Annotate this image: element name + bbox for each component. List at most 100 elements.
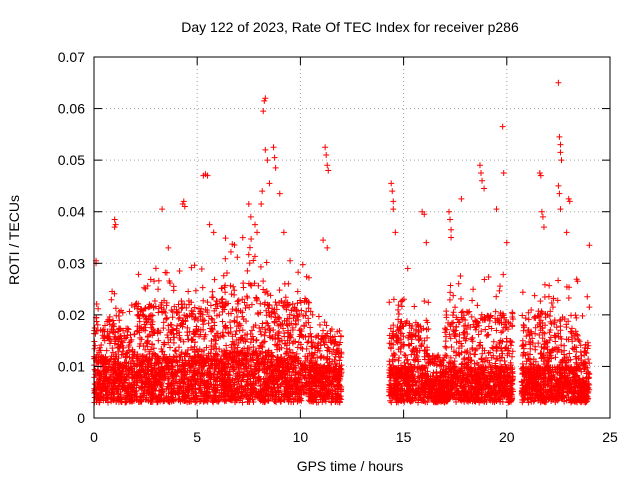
data-point [114, 395, 121, 402]
data-point [146, 350, 153, 357]
data-point [206, 388, 213, 395]
data-point [145, 357, 152, 364]
data-point [165, 373, 172, 380]
data-point [229, 363, 236, 370]
data-point [186, 398, 193, 405]
data-point [453, 339, 460, 346]
data-point [94, 384, 101, 391]
data-point [395, 310, 402, 317]
data-point [97, 327, 104, 334]
data-point [179, 357, 186, 364]
data-point [244, 267, 251, 274]
data-point [202, 359, 209, 366]
data-point [450, 309, 457, 316]
data-point [190, 357, 197, 364]
data-point [163, 316, 170, 323]
data-point [405, 341, 412, 348]
data-point [175, 344, 182, 351]
data-point [183, 359, 190, 366]
data-point [169, 372, 176, 379]
data-point [165, 376, 172, 383]
data-point [186, 353, 193, 360]
data-point [169, 327, 176, 334]
data-point [212, 340, 219, 347]
data-point [234, 254, 241, 261]
data-point [194, 370, 201, 377]
data-point [144, 338, 151, 345]
data-point [178, 369, 185, 376]
data-point [177, 336, 184, 343]
data-point [139, 390, 146, 397]
data-point [237, 383, 244, 390]
data-point [134, 312, 141, 319]
data-point [127, 331, 134, 338]
data-point [227, 248, 234, 255]
data-point [260, 286, 267, 293]
data-point [207, 358, 214, 365]
data-point [206, 365, 213, 372]
data-point [507, 339, 514, 346]
data-point [168, 390, 175, 397]
data-point [91, 366, 98, 373]
data-point [159, 360, 166, 367]
data-point [184, 324, 191, 331]
data-point [141, 374, 148, 381]
data-point [316, 321, 323, 328]
data-point [134, 327, 141, 334]
data-point [126, 354, 133, 361]
data-point [119, 382, 126, 389]
data-point [135, 303, 142, 310]
data-point [158, 348, 165, 355]
data-point [103, 347, 110, 354]
data-point [475, 331, 482, 338]
data-point [229, 241, 236, 248]
data-point [103, 396, 110, 403]
data-point [219, 318, 226, 325]
data-point [93, 327, 100, 334]
data-point [204, 393, 211, 400]
data-point [242, 305, 249, 312]
data-point [196, 366, 203, 373]
data-point [124, 332, 131, 339]
data-point [155, 309, 162, 316]
data-point [168, 307, 175, 314]
data-point [163, 356, 170, 363]
data-point [442, 343, 449, 350]
data-point [185, 288, 192, 295]
data-point [139, 311, 146, 318]
data-point [136, 343, 143, 350]
data-point [299, 345, 306, 352]
data-point [110, 317, 117, 324]
data-point [263, 259, 270, 266]
data-point [155, 337, 162, 344]
data-point [129, 394, 136, 401]
data-point [253, 337, 260, 344]
data-point [180, 365, 187, 372]
data-point [192, 314, 199, 321]
data-point [134, 361, 141, 368]
data-point [168, 370, 175, 377]
data-point [227, 282, 234, 289]
data-point [239, 296, 246, 303]
data-point [175, 309, 182, 316]
data-point [189, 336, 196, 343]
data-point [135, 384, 142, 391]
data-point [492, 308, 499, 315]
data-point [181, 312, 188, 319]
data-point [174, 362, 181, 369]
data-point [299, 261, 306, 268]
data-point [163, 299, 170, 306]
data-point [222, 358, 229, 365]
data-point [106, 375, 113, 382]
data-point [129, 346, 136, 353]
data-point [239, 399, 246, 406]
data-point [188, 310, 195, 317]
data-point [125, 343, 132, 350]
data-point [128, 364, 135, 370]
data-point [230, 341, 237, 348]
data-point [92, 342, 99, 349]
data-point [147, 382, 154, 389]
data-point [148, 390, 155, 397]
data-point [411, 303, 418, 310]
